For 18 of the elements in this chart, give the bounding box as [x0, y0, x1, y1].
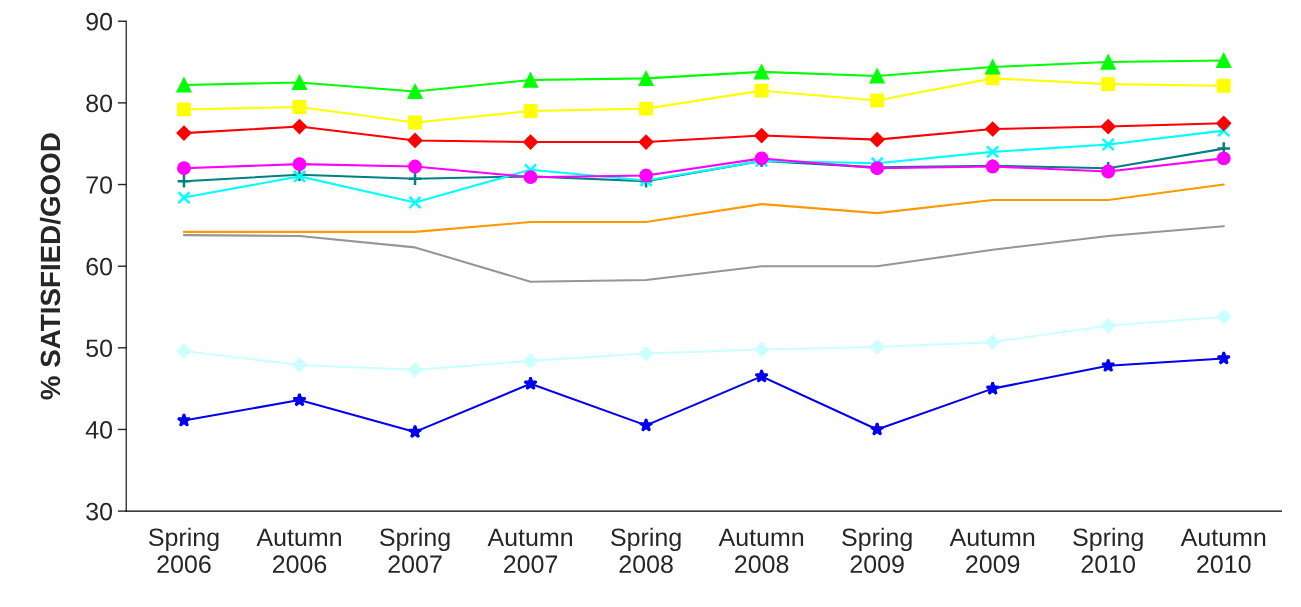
y-tick-label: 40 — [85, 421, 113, 439]
y-tick-label: 70 — [86, 176, 113, 194]
x-tick-label: Autumn 2010 — [1180, 528, 1266, 574]
x-tick-label: Spring 2008 — [611, 527, 681, 574]
y-tick-label: 80 — [86, 94, 113, 113]
y-tick-label: 30 — [86, 502, 113, 521]
y-tick-label: 60 — [86, 257, 113, 276]
x-tick-label: Autumn 2007 — [487, 528, 573, 574]
x-tick-label: Spring 2006 — [148, 527, 219, 574]
y-tick-label: 50 — [86, 339, 113, 358]
x-tick-label: Autumn 2009 — [949, 528, 1035, 574]
x-tick-label: Spring 2007 — [380, 527, 450, 574]
x-tick-label: Spring 2010 — [1073, 527, 1143, 574]
y-axis-title: % SATISFIED/GOOD — [39, 133, 61, 400]
y-tick-label: 90 — [86, 12, 113, 31]
x-tick-label: Autumn 2008 — [718, 528, 804, 574]
x-tick-label: Spring 2009 — [842, 527, 912, 574]
x-tick-label: Autumn 2006 — [256, 528, 341, 574]
